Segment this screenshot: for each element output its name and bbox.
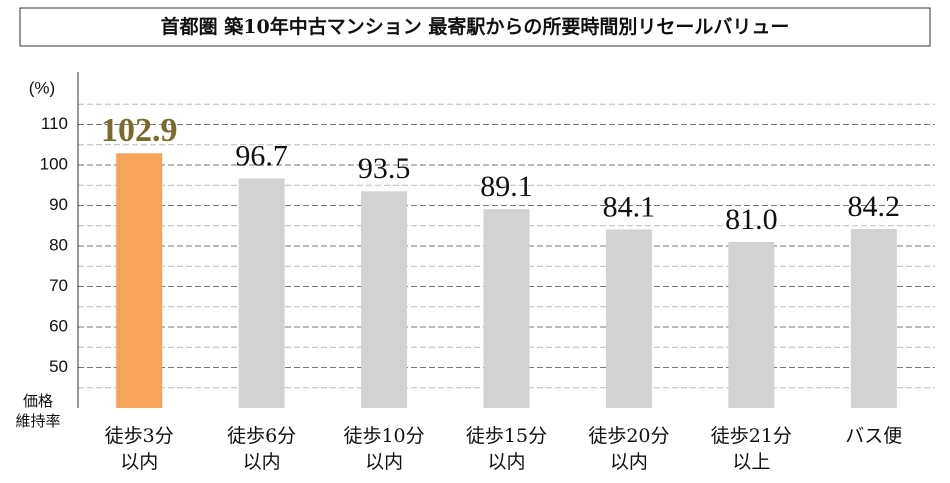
value-label: 89.1 <box>480 170 533 203</box>
x-tick-label: 徒歩15分 <box>466 425 547 447</box>
x-tick-label: 以内 <box>610 451 648 473</box>
value-label: 93.5 <box>358 152 411 185</box>
x-tick-label: 徒歩20分 <box>588 425 669 447</box>
y-label: 価格 <box>23 392 53 410</box>
value-label: 81.0 <box>725 203 778 236</box>
bar <box>116 153 163 408</box>
y-label: 維持率 <box>15 412 60 430</box>
y-tick-label: 90 <box>49 195 68 214</box>
x-tick-label: 徒歩21分 <box>711 425 792 447</box>
x-tick-label: 以内 <box>120 451 158 473</box>
y-tick-label: 110 <box>41 114 68 133</box>
y-tick-label: 80 <box>49 235 68 254</box>
bar <box>850 228 897 408</box>
y-tick-label: 50 <box>49 357 68 376</box>
bar <box>238 178 285 408</box>
x-tick-label: 以内 <box>243 451 281 473</box>
y-tick-label: 70 <box>49 276 68 295</box>
x-tick-label: 以内 <box>487 451 525 473</box>
x-tick-label: 徒歩6分 <box>227 425 296 447</box>
bar <box>361 191 408 408</box>
bar <box>728 241 775 408</box>
x-tick-label: バス便 <box>845 425 902 447</box>
value-label: 84.2 <box>848 190 901 223</box>
value-label: 102.9 <box>101 112 178 149</box>
x-tick-label: 以内 <box>365 451 403 473</box>
x-tick-label: 徒歩3分 <box>105 425 174 447</box>
bar <box>605 229 652 408</box>
value-label: 84.1 <box>603 190 656 223</box>
value-label: 96.7 <box>235 139 288 172</box>
bar <box>483 209 530 408</box>
y-tick-label: 100 <box>40 154 68 173</box>
x-tick-label: 以上 <box>732 451 770 473</box>
title-box <box>19 7 931 47</box>
y-tick-label: 60 <box>49 316 68 335</box>
chart-title: 首都圏 築10年中古マンション 最寄駅からの所要時間別リセールバリュー <box>161 15 790 38</box>
y-unit: (%) <box>29 78 55 97</box>
x-tick-label: 徒歩10分 <box>343 425 424 447</box>
